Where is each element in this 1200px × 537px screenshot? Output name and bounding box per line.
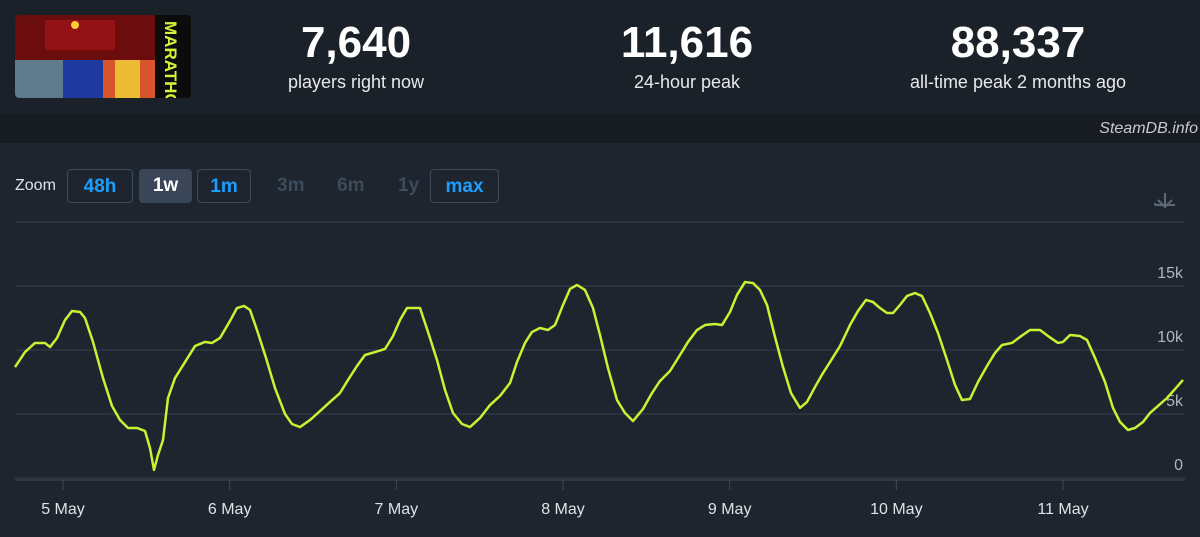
x-tick-label: 6 May [208,501,252,518]
stat: 7,640 players right now [206,18,506,94]
logo-art: MARATHON [15,15,191,98]
header: MARATHON 7,640 players right now 11,616 24-… [0,0,1200,115]
logo-text: MARATHON [161,21,180,98]
x-tick-label: 10 May [870,501,922,518]
zoom-button[interactable]: 48h [67,169,133,203]
stat-label: all-time peak 2 months ago [909,72,1127,92]
zoom-button: 3m [277,175,305,196]
game-logo[interactable]: MARATHON [15,15,191,98]
zoom-button: 1y [398,175,420,196]
stat-label: players right now [287,72,425,92]
x-tick-label: 7 May [375,501,419,518]
stat-label: 24-hour peak [633,72,741,92]
zoom-button[interactable]: 1w [139,169,192,203]
series-line [13,280,1184,472]
zoom-button[interactable]: max [430,169,499,203]
stat: 88,337 all-time peak 2 months ago [868,18,1168,94]
y-tick-label: 15k [1157,265,1184,282]
y-tick-label: 5k [1166,393,1184,410]
watermark-strip: SteamDB.info [0,115,1200,143]
x-tick-label: 9 May [708,501,752,518]
x-tick-label: 8 May [541,501,585,518]
zoom-button: 6m [337,175,365,196]
watermark: SteamDB.info [1099,120,1198,137]
stat-value: 88,337 [950,18,1086,67]
y-tick-label: 0 [1174,457,1183,474]
stat: 11,616 24-hour peak [537,18,837,94]
stat-value: 7,640 [300,18,412,67]
zoom-label: Zoom [15,177,56,194]
x-tick-label: 5 May [41,501,85,518]
zoom-button[interactable]: 1m [197,169,251,203]
y-tick-label: 10k [1157,329,1184,346]
stat-value: 11,616 [620,18,754,67]
download-icon[interactable] [1154,193,1175,209]
x-tick-label: 11 May [1037,501,1088,518]
